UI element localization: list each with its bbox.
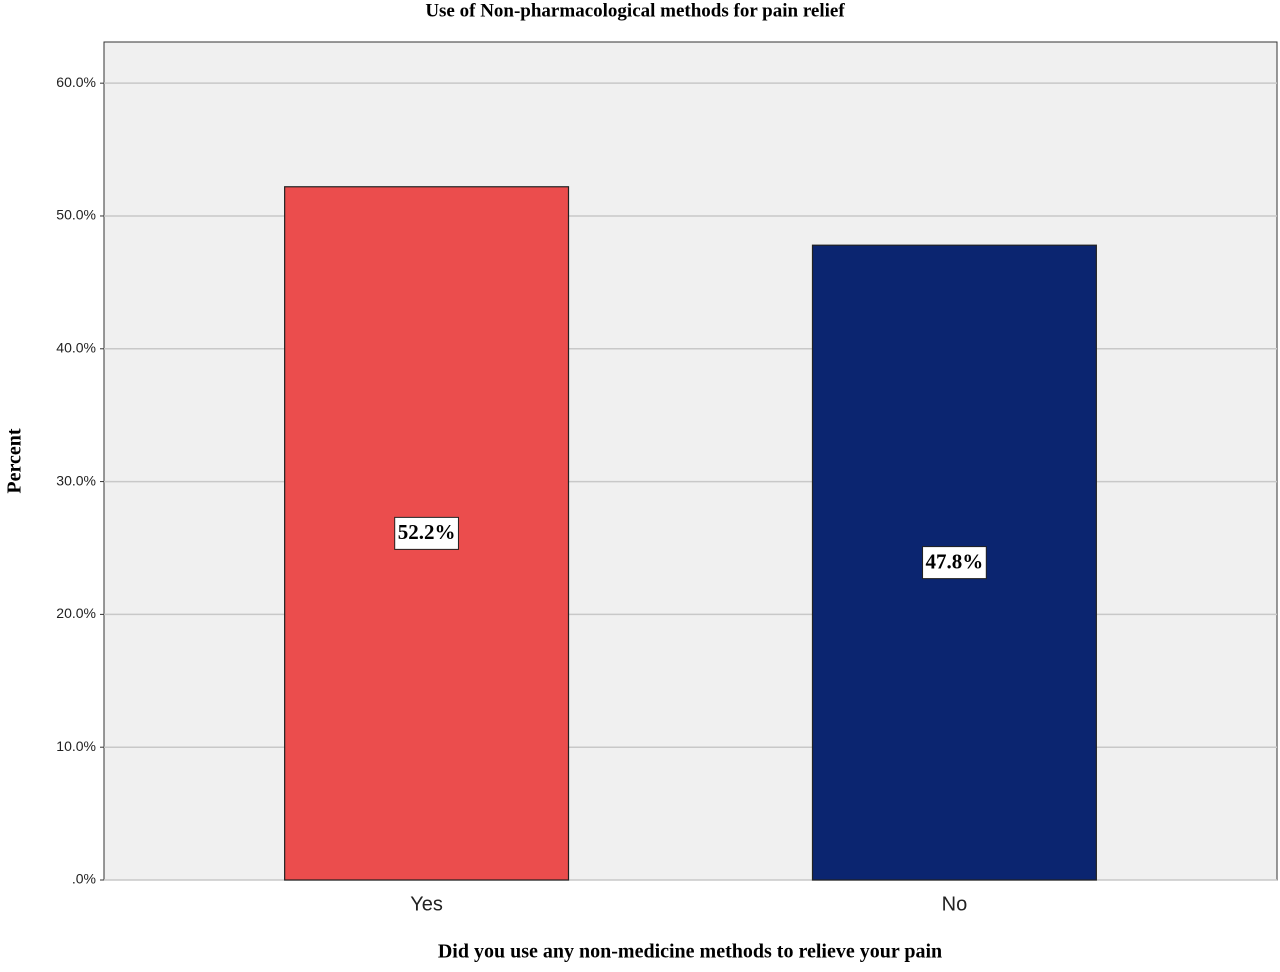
data-label-box: [394, 516, 459, 550]
x-tick-label: No: [942, 893, 968, 915]
y-tick-label: 60.0%: [56, 74, 96, 90]
chart-title: Use of Non-pharmacological methods for p…: [425, 0, 845, 21]
data-label-group: 47.8%: [922, 546, 987, 580]
data-label-group: 52.2%: [394, 516, 459, 550]
y-tick-label: 50.0%: [56, 207, 96, 223]
x-tick-label: Yes: [410, 893, 443, 915]
plot-area: [103, 41, 1278, 881]
y-tick-label: 10.0%: [56, 738, 96, 754]
y-tick-label: 20.0%: [56, 605, 96, 621]
data-label-box: [922, 546, 987, 580]
data-label: 47.8%: [926, 549, 984, 573]
marks: Yes 52.2% No 47.8%: [284, 186, 1097, 915]
y-tick-label: 40.0%: [56, 339, 96, 355]
x-axis-label: Did you use any non-medicine methods to …: [438, 941, 942, 963]
y-tick-label: .0%: [72, 871, 96, 887]
data-label: 52.2%: [398, 520, 456, 544]
y-axis-label: Percent: [4, 428, 26, 493]
y-tick-label: 30.0%: [56, 472, 96, 488]
